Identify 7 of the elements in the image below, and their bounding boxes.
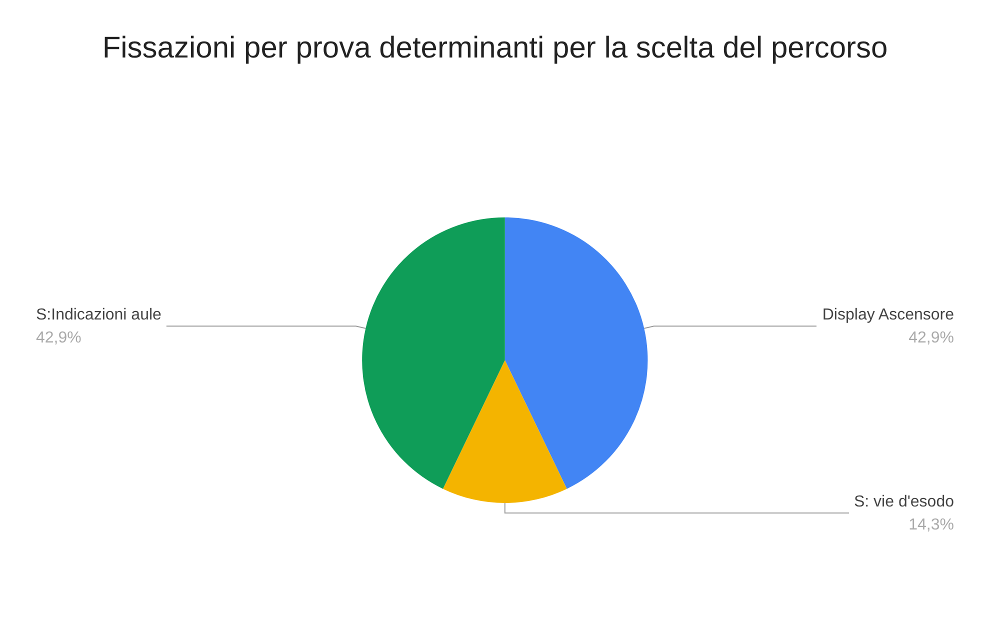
data-label: 14,3% [908,516,954,534]
data-label: 42,9% [36,330,82,347]
slice-label: S: vie d'esodo [854,494,954,511]
slice-label: S:Indicazioni aule [36,306,162,324]
chart-title: Fissazioni per prova determinanti per la scelta del percorso [102,32,888,64]
data-label: 42,9% [908,330,954,347]
slice-label: Display Ascensore [822,306,954,324]
